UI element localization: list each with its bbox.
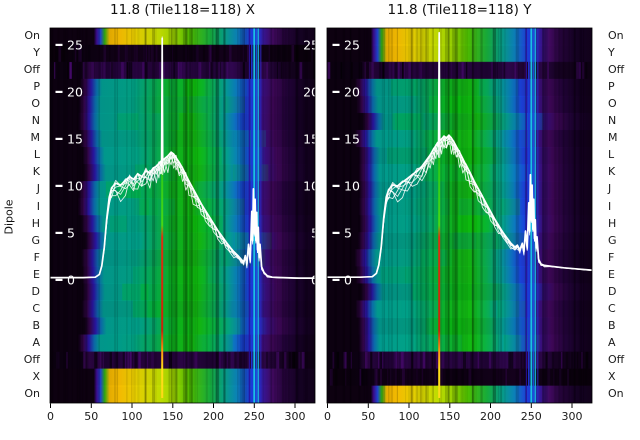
- overlay-scale-label-right: 20: [303, 85, 319, 100]
- rfi-line: [257, 28, 260, 403]
- x-tick-label: 0: [47, 410, 54, 423]
- x-tick-label: 50: [84, 410, 99, 423]
- rfi-line: [248, 28, 250, 403]
- overlay-scale-label: 25: [67, 38, 83, 53]
- overlay-scale-label-right: 10: [303, 179, 319, 194]
- x-tick-label: 100: [121, 410, 143, 423]
- x-tick-label: 250: [520, 410, 542, 423]
- x-tick-label: 300: [561, 410, 583, 423]
- dipole-row-label-right: O: [608, 97, 617, 111]
- dipole-row-label-right: A: [608, 335, 616, 349]
- dipole-row-label-right: X: [608, 369, 616, 383]
- dipole-row-label-left: A: [32, 335, 40, 349]
- dipole-row-label-right: P: [608, 80, 615, 94]
- dipole-row-label-right: M: [608, 131, 618, 145]
- overlay-scale-label: 5: [344, 226, 352, 241]
- dipole-row-label-left: I: [36, 199, 40, 213]
- dipole-row-label-left: P: [33, 80, 40, 94]
- dipole-row-label-left: H: [31, 216, 40, 230]
- x-tick-label: 50: [361, 410, 376, 423]
- dipole-row-label-right: J: [608, 182, 612, 196]
- overlay-scale-label-right: 25: [303, 38, 319, 53]
- channel-marker-line: [438, 157, 441, 398]
- dipole-row-label-right: N: [608, 114, 617, 128]
- dipole-row-label-right: On: [608, 29, 624, 42]
- dipole-row-label-left: E: [33, 267, 40, 281]
- dipole-row-label-left: C: [32, 301, 40, 315]
- dipole-row-label-right: K: [608, 165, 616, 179]
- dipole-row-label-left: M: [30, 131, 41, 145]
- x-tick-label: 200: [203, 410, 224, 423]
- overlay-scale-label: 15: [67, 132, 83, 147]
- overlay-scale-label: 25: [344, 38, 360, 53]
- dipole-row-label-right: Off: [608, 352, 625, 366]
- dipole-row-label-left: Y: [33, 46, 40, 60]
- x-tick-label: 0: [324, 410, 331, 423]
- dipole-row-label-left: On: [24, 387, 40, 400]
- overlay-scale-label: 20: [344, 85, 360, 100]
- rfi-line: [537, 28, 539, 403]
- x-tick-label: 300: [284, 410, 306, 423]
- dipole-row-label-right: L: [608, 148, 615, 162]
- overlay-scale-label-right: 5: [311, 226, 319, 241]
- dipole-row-label-right: E: [608, 267, 615, 281]
- dipole-row-label-left: L: [33, 148, 40, 162]
- dipole-row-label-left: X: [32, 369, 40, 383]
- bandpass-trace-y: [327, 31, 592, 279]
- spectrogram-panel-y: 25 20 15 10 5 0: [327, 28, 592, 403]
- dipole-row-label-right: B: [608, 318, 616, 332]
- rfi-line: [525, 28, 527, 403]
- channel-marker-line: [161, 157, 164, 398]
- dipole-row-label-left: B: [32, 318, 40, 332]
- dipole-row-label-left: K: [32, 165, 40, 179]
- right-panel-title: 11.8 (Tile118=118) Y: [387, 2, 532, 18]
- dipole-row-label-left: On: [24, 29, 40, 42]
- overlay-scale-label: 15: [344, 132, 360, 147]
- dipole-row-label-right: Y: [608, 46, 615, 60]
- left-panel-title: 11.8 (Tile118=118) X: [110, 2, 255, 18]
- overlay-scale-label: 10: [67, 179, 83, 194]
- x-tick-label: 150: [439, 410, 461, 423]
- bandpass-trace-x: [50, 37, 315, 279]
- x-tick-label: 150: [162, 410, 184, 423]
- dipole-row-label-left: Off: [23, 352, 40, 366]
- overlay-scale-label: 5: [67, 226, 75, 241]
- dipole-row-label-left: D: [31, 284, 40, 298]
- dipole-row-label-right: Off: [608, 63, 625, 77]
- dipole-row-label-left: J: [36, 182, 40, 196]
- dipole-row-label-left: N: [31, 114, 40, 128]
- overlay-scale-label: 20: [67, 85, 83, 100]
- overlay-scale-label: 0: [67, 273, 75, 288]
- dipole-row-label-right: G: [608, 233, 617, 247]
- dipole-row-label-left: G: [31, 233, 40, 247]
- overlay-scale-label-right: 15: [303, 132, 319, 147]
- rfi-line: [260, 28, 262, 403]
- overlay-scale-label: 0: [344, 273, 352, 288]
- x-tick-label: 100: [398, 410, 420, 423]
- dipole-row-label-right: On: [608, 387, 624, 400]
- dipole-row-label-left: F: [33, 250, 40, 264]
- dipole-row-label-right: C: [608, 301, 616, 315]
- dipole-row-label-left: O: [31, 97, 40, 111]
- dipole-row-label-right: H: [608, 216, 617, 230]
- dipole-row-label-left: Off: [23, 63, 40, 77]
- x-tick-label: 250: [243, 410, 265, 423]
- dipole-row-label-right: F: [608, 250, 615, 264]
- x-tick-label: 200: [480, 410, 501, 423]
- rfi-line: [534, 28, 537, 403]
- overlay-scale-label-right: 0: [311, 273, 319, 288]
- dipole-row-label-right: D: [608, 284, 617, 298]
- dipole-row-label-right: I: [608, 199, 612, 213]
- overlay-scale-label: 10: [344, 179, 360, 194]
- spectrogram-panel-x: 25 20 15 10 5 0 25 20 15 10 5 0: [50, 28, 319, 403]
